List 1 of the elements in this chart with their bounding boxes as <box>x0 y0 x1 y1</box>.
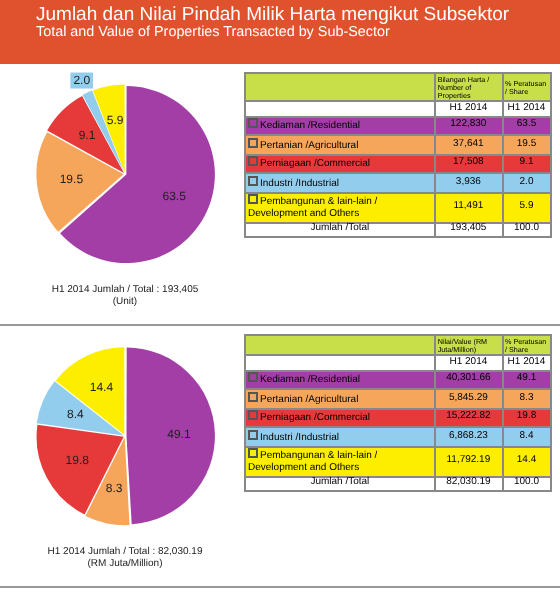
chart-title: Jumlah dan Nilai Pindah Milik Harta mengikut Subsektor <box>36 4 512 26</box>
